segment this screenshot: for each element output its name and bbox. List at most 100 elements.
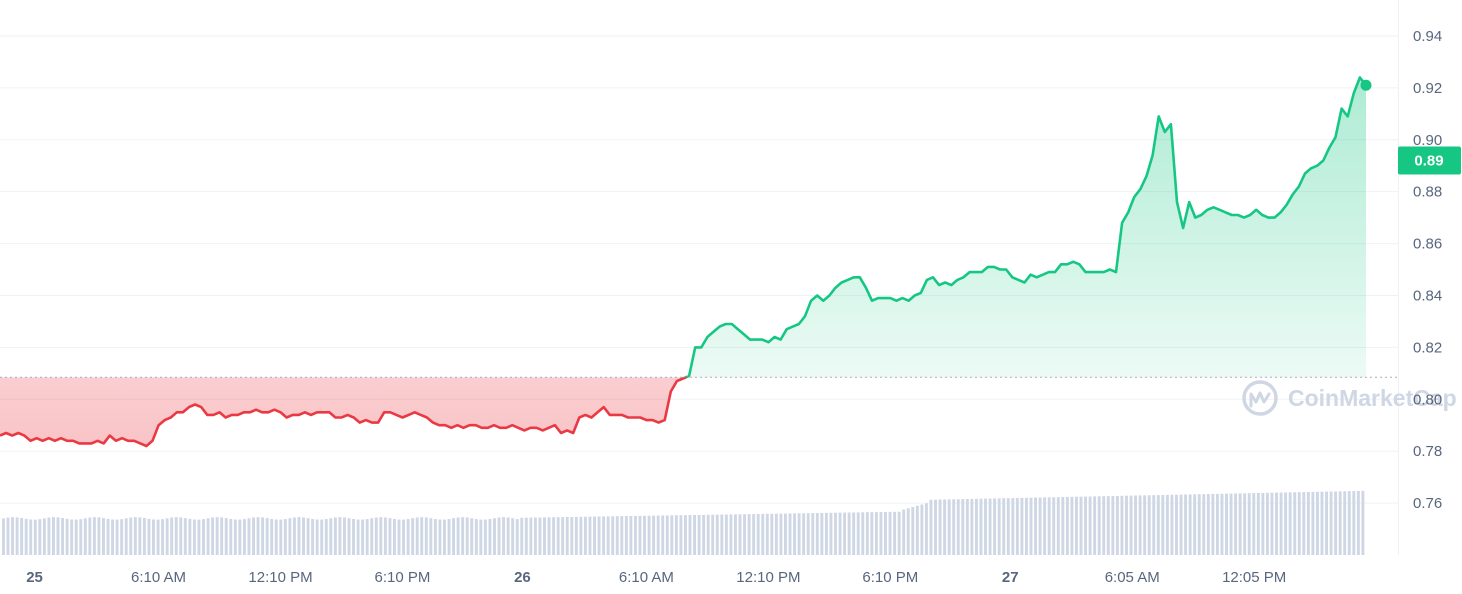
volume-bar — [897, 511, 901, 555]
volume-bar — [1129, 495, 1133, 555]
volume-bar — [715, 514, 719, 555]
volume-bar — [838, 512, 842, 555]
y-tick-label: 0.94 — [1413, 28, 1442, 45]
volume-bar — [847, 512, 851, 555]
volume-bar — [533, 517, 537, 555]
volume-bar — [652, 515, 656, 555]
volume-bar — [1284, 492, 1288, 555]
volume-bar — [629, 516, 633, 555]
volume-bar — [374, 517, 378, 555]
volume-bar — [361, 519, 365, 555]
volume-bar — [433, 519, 437, 555]
volume-bar — [197, 519, 201, 555]
volume-bar — [415, 517, 419, 555]
volume-bar — [656, 515, 660, 555]
volume-bar — [292, 517, 296, 555]
volume-bar — [238, 519, 242, 555]
volume-bar — [174, 517, 178, 555]
volume-bar — [74, 519, 78, 555]
coinmarketcap-logo-icon — [1242, 380, 1278, 416]
volume-bar — [83, 518, 87, 555]
volume-bar — [211, 517, 215, 555]
volume-bar — [543, 517, 546, 555]
volume-bar — [106, 518, 110, 555]
volume-bar — [47, 517, 51, 555]
volume-bar — [438, 519, 442, 555]
volume-bar — [383, 517, 387, 555]
current-price-badge: 0.89 — [1398, 146, 1461, 175]
volume-bar — [834, 512, 837, 555]
volume-bar — [1070, 496, 1074, 555]
volume-bar — [624, 516, 628, 555]
volume-bar — [111, 519, 115, 555]
volume-bar — [302, 517, 305, 555]
volume-bar — [133, 517, 137, 555]
volume-bar — [56, 517, 60, 555]
volume-bar — [934, 499, 937, 555]
volume-bar — [1356, 490, 1360, 555]
volume-bar — [288, 518, 292, 555]
volume-bar — [1088, 496, 1092, 555]
volume-bar — [774, 513, 778, 555]
volume-bar — [242, 519, 246, 555]
volume-bar — [488, 518, 492, 555]
volume-bar — [688, 515, 692, 555]
volume-bar — [1065, 496, 1069, 555]
volume-bar — [338, 517, 342, 555]
volume-bar — [424, 517, 428, 555]
volume-bar — [33, 519, 37, 555]
volume-bar — [1125, 495, 1128, 555]
volume-bar — [961, 499, 965, 555]
y-tick-label: 0.86 — [1413, 236, 1442, 253]
volume-bar — [865, 512, 869, 555]
x-tick-label: 12:10 PM — [736, 569, 800, 586]
volume-bar — [352, 518, 355, 555]
volume-bar — [984, 498, 987, 555]
area-up — [0, 77, 1366, 378]
volume-bar — [884, 511, 887, 555]
volume-bar — [465, 517, 469, 555]
volume-bar — [156, 519, 160, 555]
volume-bar — [556, 517, 560, 555]
volume-bar — [447, 519, 451, 555]
volume-bar — [1261, 492, 1265, 555]
volume-bar — [347, 518, 351, 555]
volume-bar — [379, 517, 383, 555]
volume-bar — [1175, 494, 1178, 555]
volume-bar — [479, 519, 483, 555]
volume-bar — [947, 499, 951, 555]
volume-bar — [356, 519, 360, 555]
volume-bar — [943, 499, 947, 555]
volume-bar — [1034, 497, 1037, 555]
volume-bar — [1020, 497, 1024, 555]
volume-bar — [679, 515, 683, 555]
price-line — [0, 76, 1368, 448]
volume-bar — [324, 519, 328, 555]
volume-bar — [647, 515, 651, 555]
volume-bar — [1311, 491, 1315, 555]
volume-bar — [1206, 494, 1210, 555]
volume-bar — [15, 517, 19, 555]
volume-bar — [443, 519, 446, 555]
volume-bar — [574, 516, 578, 555]
volume-bar — [1293, 492, 1297, 555]
volume-bar — [674, 515, 678, 555]
volume-bar — [129, 517, 133, 555]
volume-bar — [429, 518, 433, 555]
volume-bar — [411, 518, 415, 555]
volume-bar — [102, 518, 105, 555]
volume-bar — [124, 518, 128, 555]
volume-bar — [61, 518, 65, 555]
volume-bar — [120, 519, 124, 555]
volume-bar — [220, 517, 224, 555]
volume-bar — [265, 518, 269, 555]
volume-bar — [270, 518, 274, 555]
volume-bar — [597, 516, 601, 555]
volume-bar — [315, 519, 319, 555]
volume-bar — [92, 517, 96, 555]
volume-bar — [583, 516, 587, 555]
volume-bar — [179, 517, 183, 555]
volume-bar — [797, 513, 801, 555]
volume-bar — [611, 516, 615, 555]
volume-bar — [306, 518, 310, 555]
